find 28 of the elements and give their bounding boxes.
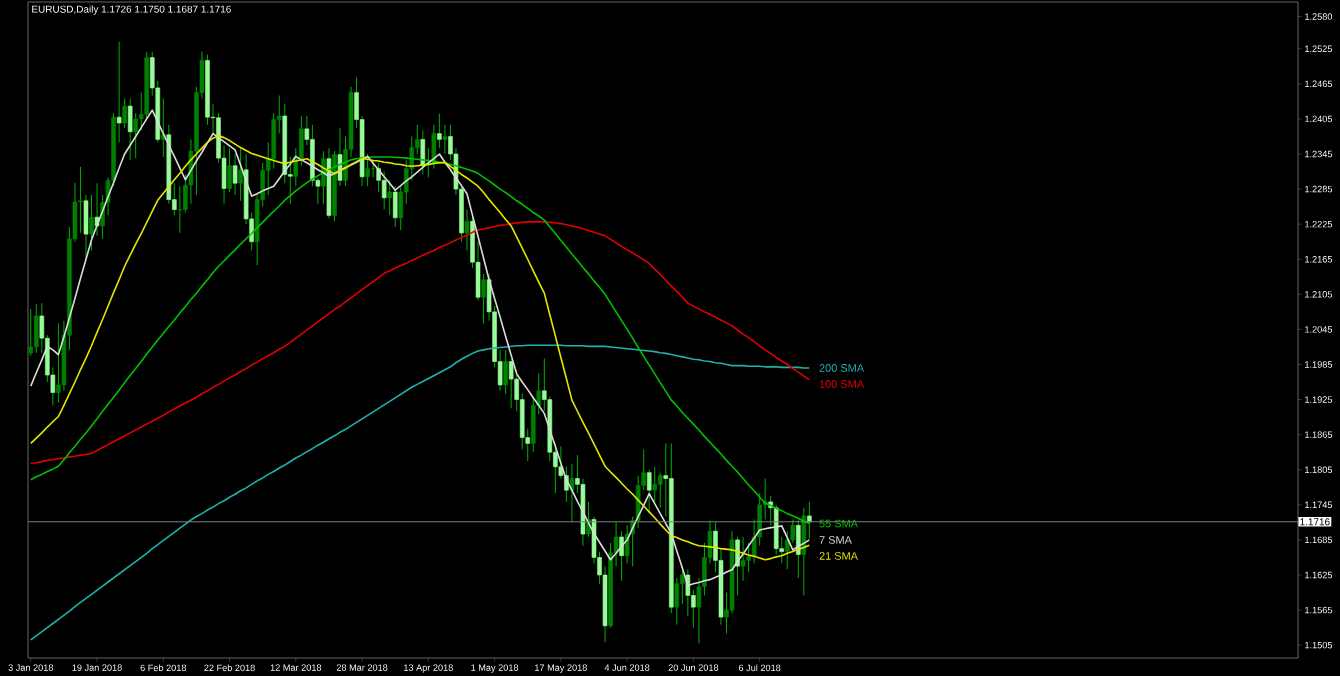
candlestick bbox=[481, 273, 486, 325]
candlestick bbox=[127, 97, 133, 161]
candlestick bbox=[773, 504, 779, 556]
candlestick bbox=[619, 530, 624, 582]
candlestick bbox=[652, 466, 658, 503]
candlestick bbox=[227, 147, 232, 193]
candlestick bbox=[28, 308, 34, 357]
candlestick bbox=[387, 179, 392, 216]
candlestick bbox=[801, 507, 807, 596]
candlestick bbox=[464, 209, 470, 251]
candlestick bbox=[740, 536, 746, 582]
candlestick bbox=[392, 185, 398, 228]
candlestick bbox=[238, 147, 243, 202]
candlestick bbox=[674, 577, 680, 626]
candlestick bbox=[34, 303, 39, 354]
candlestick bbox=[365, 153, 370, 187]
candlestick bbox=[508, 358, 514, 409]
candlestick bbox=[442, 124, 448, 155]
candlestick bbox=[569, 463, 575, 523]
candlestick bbox=[437, 113, 442, 149]
candlestick bbox=[56, 323, 61, 403]
candlestick bbox=[807, 501, 812, 540]
candlestick bbox=[420, 130, 426, 175]
candlestick bbox=[78, 166, 83, 234]
candlestick bbox=[116, 41, 122, 143]
candlestick bbox=[232, 153, 238, 196]
candlestick bbox=[796, 518, 801, 579]
candlestick bbox=[381, 171, 387, 211]
